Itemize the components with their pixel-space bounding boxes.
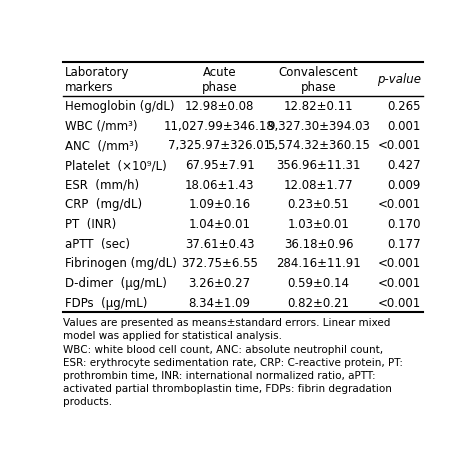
Text: 7,325.97±326.01: 7,325.97±326.01 [168, 139, 271, 152]
Text: 0.265: 0.265 [388, 100, 421, 113]
Text: aPTT  (sec): aPTT (sec) [65, 237, 130, 250]
Text: 284.16±11.91: 284.16±11.91 [276, 257, 361, 270]
Text: 36.18±0.96: 36.18±0.96 [284, 237, 353, 250]
Text: 9,327.30±394.03: 9,327.30±394.03 [267, 119, 370, 132]
Text: 1.09±0.16: 1.09±0.16 [189, 198, 251, 211]
Text: Convalescent
phase: Convalescent phase [279, 66, 358, 94]
Text: ANC  (/mm³): ANC (/mm³) [65, 139, 138, 152]
Text: 0.23±0.51: 0.23±0.51 [288, 198, 349, 211]
Text: 356.96±11.31: 356.96±11.31 [276, 159, 361, 172]
Text: 12.08±1.77: 12.08±1.77 [284, 178, 353, 191]
Text: 8.34±1.09: 8.34±1.09 [189, 296, 251, 309]
Text: 0.177: 0.177 [387, 237, 421, 250]
Text: WBC (/mm³): WBC (/mm³) [65, 119, 137, 132]
Text: Platelet  (×10⁹/L): Platelet (×10⁹/L) [65, 159, 166, 172]
Text: CRP  (mg/dL): CRP (mg/dL) [65, 198, 142, 211]
Text: 1.03±0.01: 1.03±0.01 [288, 218, 349, 231]
Text: Laboratory
markers: Laboratory markers [65, 66, 129, 94]
Text: <0.001: <0.001 [378, 139, 421, 152]
Text: 0.427: 0.427 [387, 159, 421, 172]
Text: <0.001: <0.001 [378, 296, 421, 309]
Text: Values are presented as means±standard errors. Linear mixed
model was applied fo: Values are presented as means±standard e… [63, 318, 403, 407]
Text: Fibrinogen (mg/dL): Fibrinogen (mg/dL) [65, 257, 177, 270]
Text: FDPs  (μg/mL): FDPs (μg/mL) [65, 296, 147, 309]
Text: 372.75±6.55: 372.75±6.55 [181, 257, 258, 270]
Text: Acute
phase: Acute phase [202, 66, 237, 94]
Text: 67.95±7.91: 67.95±7.91 [185, 159, 255, 172]
Text: D-dimer  (μg/mL): D-dimer (μg/mL) [65, 276, 167, 289]
Text: 3.26±0.27: 3.26±0.27 [189, 276, 251, 289]
Text: 0.009: 0.009 [388, 178, 421, 191]
Text: 0.170: 0.170 [388, 218, 421, 231]
Text: 12.98±0.08: 12.98±0.08 [185, 100, 254, 113]
Text: 0.59±0.14: 0.59±0.14 [288, 276, 349, 289]
Text: 37.61±0.43: 37.61±0.43 [185, 237, 254, 250]
Text: <0.001: <0.001 [378, 276, 421, 289]
Text: 18.06±1.43: 18.06±1.43 [185, 178, 254, 191]
Text: PT  (INR): PT (INR) [65, 218, 116, 231]
Text: <0.001: <0.001 [378, 257, 421, 270]
Text: 5,574.32±360.15: 5,574.32±360.15 [267, 139, 370, 152]
Text: 11,027.99±346.18: 11,027.99±346.18 [164, 119, 275, 132]
Text: 1.04±0.01: 1.04±0.01 [189, 218, 251, 231]
Text: ESR  (mm/h): ESR (mm/h) [65, 178, 139, 191]
Text: 12.82±0.11: 12.82±0.11 [284, 100, 353, 113]
Text: <0.001: <0.001 [378, 198, 421, 211]
Text: 0.001: 0.001 [388, 119, 421, 132]
Text: 0.82±0.21: 0.82±0.21 [288, 296, 349, 309]
Text: p-value: p-value [377, 73, 421, 86]
Text: Hemoglobin (g/dL): Hemoglobin (g/dL) [65, 100, 174, 113]
